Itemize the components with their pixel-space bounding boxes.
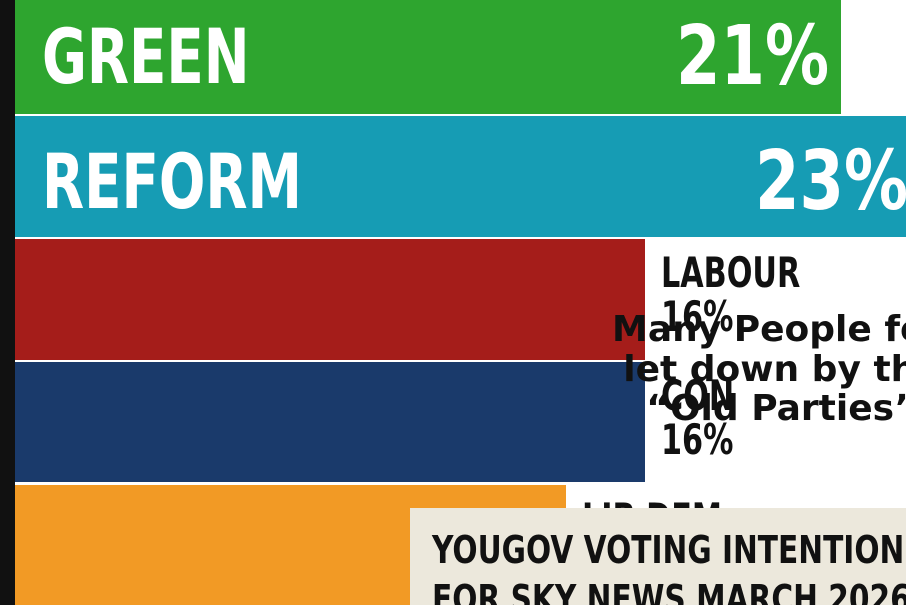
chart-title-box: YOUGOV VOTING INTENTION POLL FOR SKY NEW… <box>410 508 906 605</box>
title-line: FOR SKY NEWS MARCH 2026 <box>432 577 906 605</box>
chart-subtitle: Many People feel let down by the “Old Pa… <box>612 310 906 429</box>
subtitle-line: let down by the <box>623 348 906 390</box>
bar-green <box>15 0 841 114</box>
bar-category-label: LABOUR <box>661 248 801 297</box>
bar-value-label: 16% <box>661 415 734 465</box>
bar-reform <box>15 116 906 237</box>
bar-con <box>15 362 645 482</box>
subtitle-line: Many People feel <box>612 309 906 350</box>
chart-title: YOUGOV VOTING INTENTION POLL FOR SKY NEW… <box>432 526 906 605</box>
left-border <box>0 0 15 605</box>
bar-side-label: CON 16% <box>661 371 735 465</box>
bar-category-label: CON <box>661 371 735 420</box>
subtitle-line: “Old Parties” <box>646 388 906 430</box>
bar-labour <box>15 239 645 360</box>
bar-value-label: 16% <box>661 292 734 342</box>
bar-side-label: LABOUR 16% <box>661 248 801 342</box>
title-line: YOUGOV VOTING INTENTION POLL <box>432 528 906 572</box>
